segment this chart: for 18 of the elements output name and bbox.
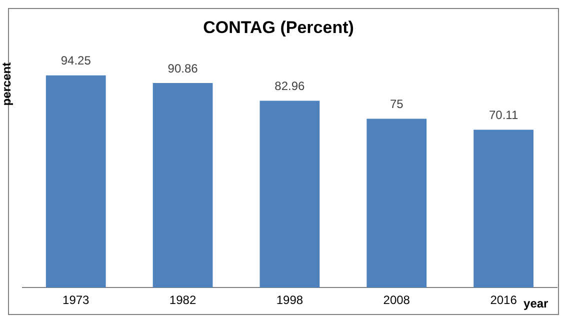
x-tick-label: 2016 [490, 293, 518, 308]
data-label: 70.11 [488, 108, 518, 122]
y-axis-title: percent [0, 62, 14, 106]
data-label: 75 [390, 97, 404, 112]
data-label: 90.86 [168, 61, 198, 76]
data-label: 94.25 [60, 54, 92, 68]
x-tick-label: 1998 [276, 293, 304, 308]
x-tick-label: 2008 [383, 293, 410, 308]
bar [46, 75, 106, 288]
x-tick-label: 1982 [169, 293, 196, 308]
bar [366, 118, 427, 288]
bar [260, 100, 320, 288]
bar [152, 82, 213, 288]
x-axis-title: year [524, 296, 549, 310]
x-tick-label: 1973 [62, 293, 90, 308]
bar [474, 130, 534, 288]
data-label: 82.96 [274, 79, 306, 94]
chart-title: CONTAG (Percent) [203, 18, 354, 37]
